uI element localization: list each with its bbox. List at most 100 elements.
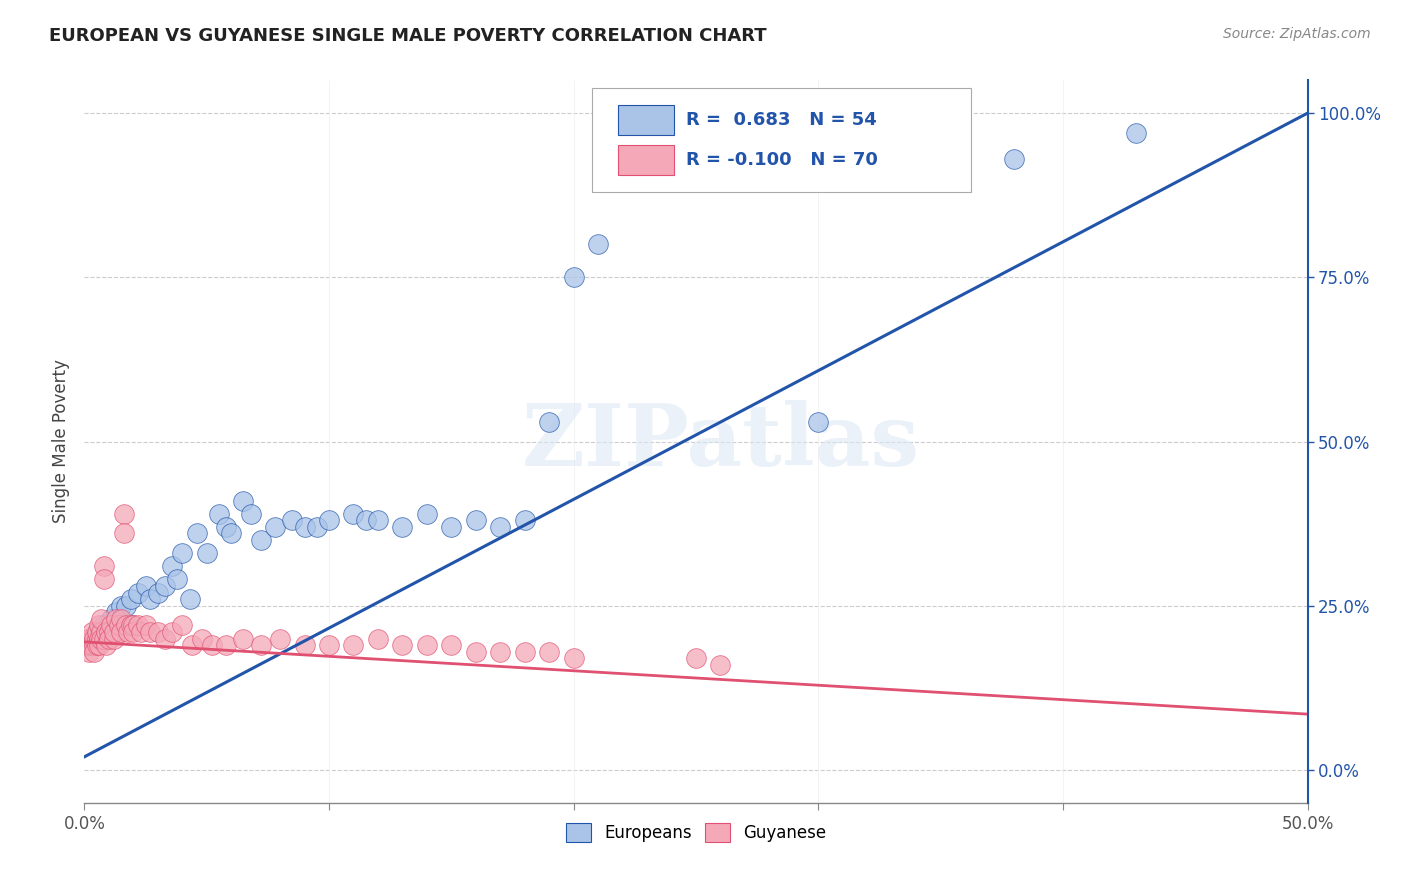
Point <box>97 618 120 632</box>
Text: EUROPEAN VS GUYANESE SINGLE MALE POVERTY CORRELATION CHART: EUROPEAN VS GUYANESE SINGLE MALE POVERTY… <box>49 27 766 45</box>
Point <box>93 632 115 646</box>
Point <box>77 632 100 646</box>
Point <box>76 638 98 652</box>
Point <box>77 638 100 652</box>
Point <box>513 513 536 527</box>
Point <box>489 520 512 534</box>
Point <box>195 546 218 560</box>
Point <box>96 625 118 640</box>
Point <box>112 507 135 521</box>
Point <box>115 618 138 632</box>
Point <box>86 625 108 640</box>
Point <box>139 592 162 607</box>
Point <box>264 520 287 534</box>
FancyBboxPatch shape <box>617 105 673 136</box>
Point <box>318 513 340 527</box>
Point <box>110 612 132 626</box>
Point <box>90 632 112 646</box>
Point <box>391 638 413 652</box>
Point <box>489 645 512 659</box>
Point <box>90 625 112 640</box>
Y-axis label: Single Male Poverty: Single Male Poverty <box>52 359 70 524</box>
Point <box>80 625 103 640</box>
Point <box>115 599 138 613</box>
Point <box>77 638 100 652</box>
Point <box>76 632 98 646</box>
Point <box>120 592 142 607</box>
Point <box>807 415 830 429</box>
Point <box>269 632 291 646</box>
Point <box>93 573 115 587</box>
Point <box>107 618 129 632</box>
Point <box>87 632 110 646</box>
Point <box>162 559 184 574</box>
Point <box>80 632 103 646</box>
Point <box>83 638 105 652</box>
Point <box>232 493 254 508</box>
Point <box>391 520 413 534</box>
Point <box>87 618 110 632</box>
Point <box>80 632 103 646</box>
Point <box>122 618 145 632</box>
Point <box>219 526 242 541</box>
Point <box>232 632 254 646</box>
Text: Source: ZipAtlas.com: Source: ZipAtlas.com <box>1223 27 1371 41</box>
Point <box>1002 152 1025 166</box>
Point <box>87 632 110 646</box>
Point <box>83 632 105 646</box>
Point <box>96 625 118 640</box>
Point <box>90 612 112 626</box>
Point <box>135 618 157 632</box>
Point <box>103 625 125 640</box>
Point <box>249 638 271 652</box>
Point <box>305 520 328 534</box>
Point <box>215 520 238 534</box>
Point <box>129 625 152 640</box>
Point <box>186 526 208 541</box>
Legend: Europeans, Guyanese: Europeans, Guyanese <box>560 816 832 848</box>
Point <box>110 599 132 613</box>
Point <box>208 507 231 521</box>
Point <box>76 638 98 652</box>
Point <box>562 651 585 665</box>
Point <box>294 520 316 534</box>
Point <box>562 270 585 285</box>
Point <box>122 625 145 640</box>
Point <box>105 605 128 619</box>
Point <box>97 625 120 640</box>
Text: R = -0.100   N = 70: R = -0.100 N = 70 <box>686 151 879 169</box>
Point <box>146 585 169 599</box>
Text: ZIPatlas: ZIPatlas <box>522 400 920 483</box>
Point <box>103 625 125 640</box>
Point <box>367 513 389 527</box>
Point <box>249 533 271 547</box>
Point <box>294 638 316 652</box>
Point <box>538 415 561 429</box>
Point <box>191 632 214 646</box>
Point <box>239 507 262 521</box>
Point <box>86 625 108 640</box>
Point <box>354 513 377 527</box>
Point <box>179 592 201 607</box>
Point <box>153 579 176 593</box>
Point <box>342 507 364 521</box>
Point <box>318 638 340 652</box>
Point <box>103 632 125 646</box>
Point <box>93 618 115 632</box>
Point <box>100 612 122 626</box>
Point <box>139 625 162 640</box>
FancyBboxPatch shape <box>592 87 972 193</box>
Point <box>86 638 108 652</box>
Point <box>135 579 157 593</box>
Point <box>200 638 222 652</box>
Point <box>172 618 194 632</box>
Point <box>87 638 110 652</box>
Point <box>112 526 135 541</box>
Point <box>127 618 149 632</box>
Point <box>90 632 112 646</box>
Point <box>122 618 145 632</box>
Point <box>162 625 184 640</box>
Point <box>586 237 609 252</box>
Point <box>153 632 176 646</box>
Point <box>685 651 707 665</box>
